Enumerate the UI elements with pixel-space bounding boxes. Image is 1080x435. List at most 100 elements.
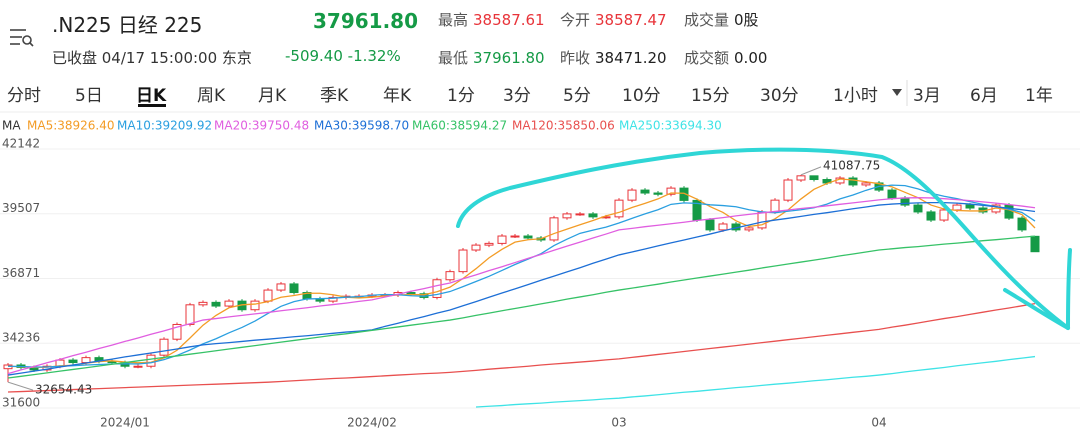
y-tick-label: 36871 (2, 266, 40, 280)
ma-line (7, 235, 1036, 379)
candle-body (588, 213, 598, 218)
candle-body (289, 283, 299, 294)
tab[interactable]: 月K (258, 86, 287, 106)
candle-body (211, 301, 221, 307)
tab-underline (138, 104, 166, 107)
x-tick-label: 2024/01 (100, 416, 150, 430)
candle-body (159, 338, 169, 356)
candle-body (575, 213, 585, 216)
y-tick-label: 39507 (2, 201, 40, 215)
tab[interactable]: 10分 (622, 86, 661, 106)
stat-value: 38587.61 (473, 11, 545, 29)
stat: 成交量 0股 (684, 9, 759, 30)
candle-body (770, 199, 780, 213)
stat-label: 成交额 (684, 49, 730, 67)
stat: 最低 37961.80 (438, 47, 545, 68)
tab[interactable]: 5日 (75, 86, 103, 106)
candle-body (666, 187, 676, 195)
tab[interactable]: 30分 (760, 86, 799, 106)
menu-icon[interactable] (10, 29, 34, 47)
candle-body (432, 279, 442, 298)
tab[interactable]: 1小时 (833, 86, 878, 106)
low-leader (7, 381, 34, 391)
candle-body (471, 244, 481, 251)
annotation-arc (456, 147, 1070, 330)
legend-entry: MA5:38926.40 (27, 119, 115, 133)
high-leader (800, 166, 822, 176)
candle-body (68, 359, 78, 364)
annotation-arrow (1066, 248, 1072, 330)
annotation-arrow (1003, 288, 1070, 330)
ma-line (475, 355, 1036, 408)
candle-body (939, 209, 949, 221)
stat-label: 成交量 (684, 11, 730, 29)
y-tick-label: 42142 (2, 137, 40, 151)
legend-entry: MA120:35850.06 (512, 119, 615, 133)
candle-body (276, 283, 286, 291)
candle-body (952, 204, 962, 211)
candle-body (406, 292, 416, 295)
stat: 成交额 0.00 (684, 47, 767, 68)
candle-body (484, 242, 494, 246)
tab[interactable]: 5分 (563, 86, 591, 106)
candle-body (250, 300, 260, 311)
stat-value: 38471.20 (595, 49, 667, 67)
x-tick-label: 2024/02 (347, 416, 397, 430)
candle-body (328, 296, 338, 302)
stat-value: 37961.80 (473, 49, 545, 67)
tab[interactable]: 年K (383, 86, 412, 106)
candle-body (627, 189, 637, 201)
tab[interactable]: 3月 (913, 86, 941, 106)
tab[interactable]: 季K (320, 86, 349, 106)
x-tick-label: 03 (611, 416, 626, 430)
candle-body (1030, 235, 1040, 253)
candle-body (263, 289, 273, 302)
candle-body (653, 192, 663, 195)
legend-entry: MA60:38594.27 (412, 119, 507, 133)
candle-body (172, 323, 182, 340)
stat-label: 今开 (560, 11, 591, 29)
x-tick-label: 04 (871, 416, 886, 430)
legend-entry: MA20:39750.48 (214, 119, 309, 133)
candle-body (549, 217, 559, 241)
low-label: 32654.43 (35, 383, 92, 397)
stat: 昨收 38471.20 (560, 47, 667, 68)
tab[interactable]: 15分 (691, 86, 730, 106)
stat-label: 昨收 (560, 49, 591, 67)
dropdown-arrow[interactable] (892, 89, 902, 96)
hand-annotation (456, 147, 1072, 330)
candle-body (185, 304, 195, 325)
tab[interactable]: 3分 (503, 86, 531, 106)
stat: 今开 38587.47 (560, 9, 667, 30)
stat: 最高 38587.61 (438, 9, 545, 30)
ma-line (7, 302, 1036, 393)
candle-body (796, 175, 806, 181)
stat-label: 最低 (438, 49, 469, 67)
candle-body (1004, 204, 1014, 219)
candle-body (965, 204, 975, 209)
candle-body (445, 271, 455, 281)
tab[interactable]: 6月 (970, 86, 998, 106)
status: 已收盘 04/17 15:00:00 东京 (52, 49, 252, 67)
candle-body (679, 187, 689, 201)
legend-entry: MA10:39209.92 (117, 119, 212, 133)
tab[interactable]: 1分 (447, 86, 475, 106)
candle-body (562, 213, 572, 219)
ma-line (7, 197, 1036, 375)
candle-body (640, 189, 650, 194)
legend-entry: MA30:39598.70 (314, 119, 409, 133)
tab[interactable]: 分时 (7, 86, 41, 106)
candle-body (614, 199, 624, 218)
symbol: .N225 日经 225 (52, 13, 203, 37)
plot-area: 31600 34236 36871 39507 42142 2024/01 2024/02 0… (0, 137, 1080, 430)
candle-body (497, 235, 507, 244)
candle-body (887, 189, 897, 199)
tab[interactable]: 1年 (1025, 86, 1053, 106)
candle-body (783, 179, 793, 201)
tab[interactable]: 周K (197, 86, 226, 106)
candle-body (224, 300, 234, 307)
stat-label: 最高 (438, 11, 469, 29)
tab[interactable]: 日K (136, 86, 167, 106)
